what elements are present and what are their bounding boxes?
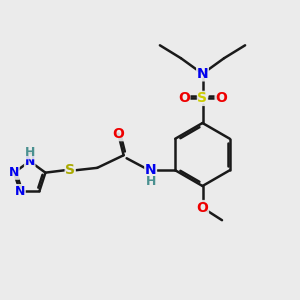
Text: O: O	[178, 92, 190, 105]
Text: S: S	[65, 163, 75, 177]
Text: H: H	[146, 175, 156, 188]
Text: H: H	[25, 146, 35, 159]
Text: O: O	[112, 127, 124, 141]
Text: O: O	[196, 201, 208, 214]
Text: N: N	[15, 184, 25, 198]
Text: O: O	[215, 92, 227, 105]
Text: N: N	[197, 67, 208, 81]
Text: N: N	[9, 166, 19, 179]
Text: S: S	[197, 92, 208, 105]
Text: N: N	[145, 163, 156, 177]
Text: N: N	[25, 155, 35, 168]
